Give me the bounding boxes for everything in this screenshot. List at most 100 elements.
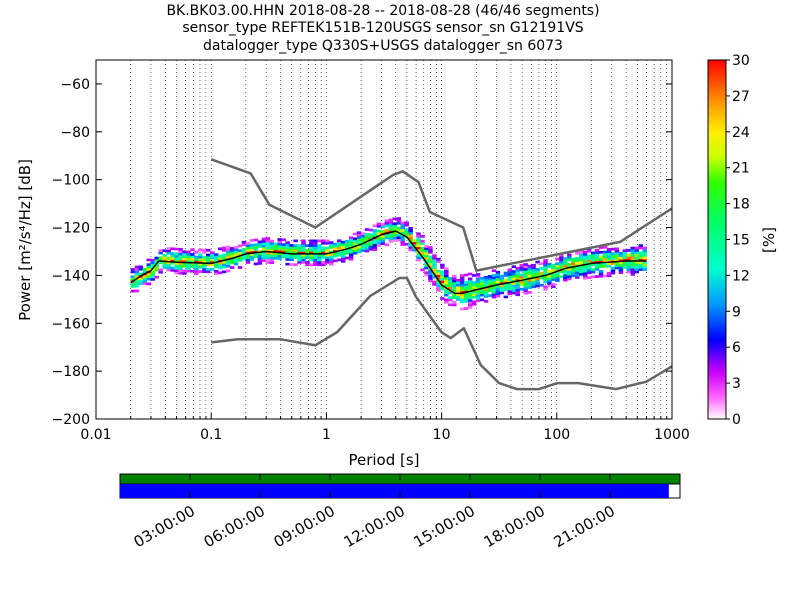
- heatmap-cell: [467, 299, 473, 302]
- heatmap-cell: [281, 248, 286, 251]
- heatmap-cell: [626, 256, 632, 259]
- heatmap-cell: [352, 249, 358, 253]
- heatmap-cell: [598, 258, 604, 261]
- heatmap-cell: [582, 267, 588, 271]
- heatmap-cell: [420, 247, 425, 250]
- heatmap-cell: [531, 278, 536, 281]
- heatmap-cell: [253, 243, 259, 247]
- heatmap-cell: [170, 257, 175, 260]
- heatmap-cell: [575, 256, 580, 260]
- heatmap-cell: [618, 261, 624, 265]
- heatmap-cell: [202, 248, 207, 252]
- heatmap-cell: [519, 280, 524, 284]
- colorbar-tick-label: 24: [732, 125, 750, 141]
- heatmap-cell: [630, 268, 636, 271]
- x-tick-label: 1000: [654, 427, 690, 443]
- heatmap-cell: [356, 245, 362, 249]
- heatmap-cell: [416, 239, 421, 243]
- heatmap-cell: [257, 254, 263, 258]
- heatmap-cell: [360, 232, 366, 236]
- heatmap-cell: [404, 228, 409, 232]
- heatmap-cell: [301, 253, 306, 257]
- heatmap-cell: [491, 288, 497, 292]
- heatmap-cell: [499, 279, 505, 283]
- heatmap-cell: [221, 260, 227, 264]
- heatmap-cell: [471, 281, 477, 284]
- x-tick-label: 1: [322, 427, 331, 443]
- heatmap-cell: [642, 251, 647, 255]
- heatmap-cell: [555, 257, 560, 261]
- heatmap-cell: [285, 241, 290, 244]
- heatmap-cell: [229, 249, 235, 253]
- heatmap-cell: [150, 270, 155, 274]
- heatmap-cell: [515, 276, 520, 280]
- heatmap-cell: [249, 253, 255, 257]
- heatmap-cell: [372, 248, 378, 252]
- heatmap-cell: [463, 300, 469, 303]
- heatmap-cell: [245, 241, 251, 245]
- heatmap-cell: [305, 251, 310, 255]
- heatmap-cell: [618, 263, 624, 267]
- heatmap-cell: [642, 263, 647, 267]
- heatmap-cell: [166, 259, 171, 262]
- heatmap-cell: [356, 248, 362, 251]
- heatmap-cell: [594, 251, 600, 254]
- heatmap-cell: [622, 258, 628, 262]
- heatmap-cell: [590, 263, 596, 267]
- heatmap-cell: [146, 258, 152, 262]
- heatmap-cell: [253, 248, 259, 251]
- heatmap-cell: [317, 244, 322, 247]
- heatmap-cell: [507, 292, 513, 296]
- heatmap-cell: [487, 277, 493, 281]
- heatmap-cell: [479, 276, 485, 280]
- heatmap-cell: [594, 267, 600, 271]
- heatmap-cell: [372, 245, 378, 249]
- heatmap-cell: [448, 291, 453, 295]
- heatmap-cell: [329, 253, 334, 256]
- heatmap-cell: [634, 270, 640, 274]
- heatmap-cell: [321, 249, 326, 252]
- heatmap-cell: [551, 266, 556, 269]
- heatmap-cell: [198, 265, 203, 269]
- heatmap-cell: [166, 268, 171, 272]
- heatmap-cell: [269, 239, 275, 243]
- heatmap-cell: [317, 263, 322, 267]
- heatmap-cell: [202, 263, 207, 266]
- heatmap-cell: [547, 277, 552, 280]
- heatmap-cell: [221, 256, 227, 259]
- heatmap-cell: [348, 255, 354, 259]
- heatmap-cell: [618, 266, 624, 270]
- heatmap-cell: [384, 243, 390, 247]
- heatmap-cell: [440, 282, 445, 286]
- heatmap-cell: [336, 258, 342, 262]
- heatmap-cell: [305, 263, 310, 267]
- heatmap-cell: [440, 263, 445, 267]
- heatmap-cell: [344, 244, 350, 248]
- heatmap-cell: [507, 278, 513, 281]
- heatmap-cell: [384, 233, 390, 237]
- heatmap-cell: [202, 270, 207, 273]
- heatmap-cell: [229, 261, 235, 265]
- time-tick-label: 09:00:00: [271, 502, 338, 551]
- heatmap-cell: [531, 268, 536, 272]
- colorbar-tick-label: 18: [732, 197, 750, 213]
- heatmap-cell: [547, 265, 552, 268]
- heatmap-cell: [491, 293, 497, 296]
- heatmap-cell: [495, 275, 501, 279]
- heatmap-cell: [138, 282, 144, 285]
- heatmap-cell: [356, 236, 362, 239]
- heatmap-cell: [634, 249, 640, 252]
- heatmap-cell: [531, 266, 536, 270]
- heatmap-cell: [249, 255, 255, 259]
- heatmap-cell: [479, 293, 485, 297]
- heatmap-cell: [638, 258, 643, 262]
- heatmap-cell: [170, 259, 175, 263]
- heatmap-cell: [198, 248, 203, 252]
- heatmap-cell: [594, 263, 600, 266]
- heatmap-cell: [507, 270, 513, 274]
- heatmap-cell: [372, 231, 378, 235]
- heatmap-cell: [523, 287, 528, 290]
- heatmap-cell: [586, 266, 592, 270]
- heatmap-cell: [313, 258, 318, 262]
- heatmap-cell: [618, 259, 624, 262]
